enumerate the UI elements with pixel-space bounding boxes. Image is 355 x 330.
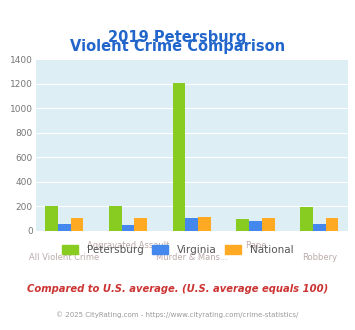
Text: Compared to U.S. average. (U.S. average equals 100): Compared to U.S. average. (U.S. average … [27, 284, 328, 294]
Bar [45, 206, 58, 231]
Bar [134, 218, 147, 231]
Bar [109, 206, 121, 231]
Bar [198, 217, 211, 231]
Bar [300, 207, 313, 231]
Bar [185, 218, 198, 231]
Bar [313, 224, 326, 231]
Bar [262, 218, 274, 231]
Bar [58, 224, 71, 231]
Bar [71, 218, 83, 231]
Bar [236, 219, 249, 231]
Text: Rape: Rape [245, 241, 266, 250]
Text: © 2025 CityRating.com - https://www.cityrating.com/crime-statistics/: © 2025 CityRating.com - https://www.city… [56, 311, 299, 318]
Bar [173, 83, 185, 231]
Text: All Violent Crime: All Violent Crime [29, 253, 99, 262]
Bar [249, 221, 262, 231]
Bar [121, 225, 134, 231]
Legend: Petersburg, Virginia, National: Petersburg, Virginia, National [58, 241, 297, 259]
Text: Murder & Mans...: Murder & Mans... [156, 253, 228, 262]
Text: Aggravated Assault: Aggravated Assault [87, 241, 169, 250]
Text: Robbery: Robbery [302, 253, 337, 262]
Text: Violent Crime Comparison: Violent Crime Comparison [70, 40, 285, 54]
Text: 2019 Petersburg: 2019 Petersburg [108, 30, 247, 45]
Bar [326, 218, 338, 231]
